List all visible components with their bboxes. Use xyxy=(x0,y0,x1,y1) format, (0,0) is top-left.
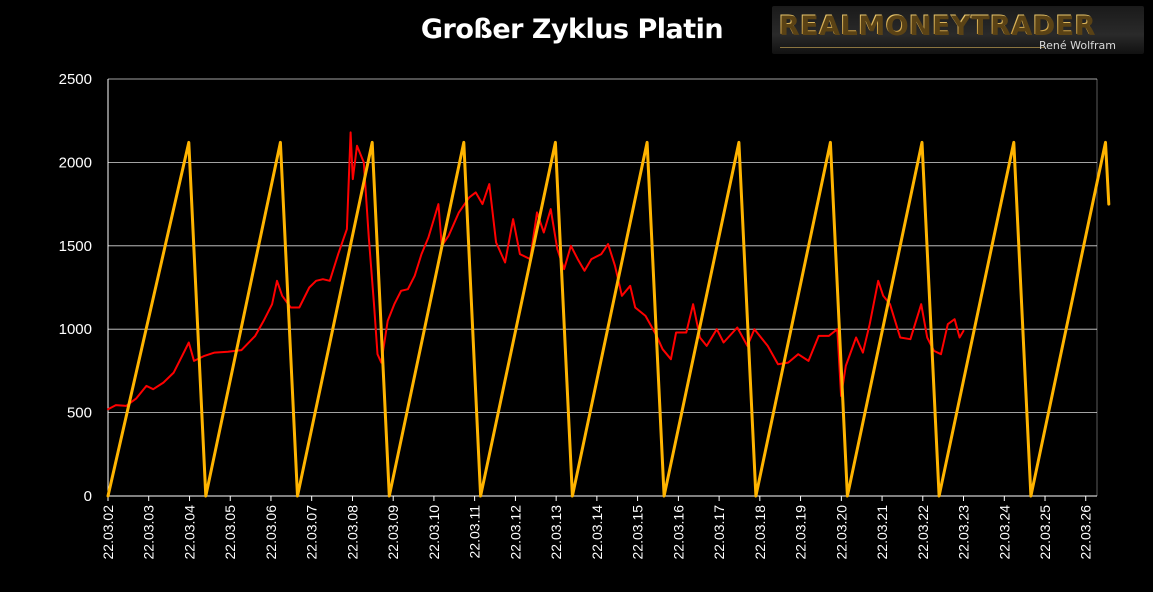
x-tick-label: 22.03.09 xyxy=(385,505,401,560)
x-tick-labels: 22.03.02 22.03.03 22.03.04 22.03.05 22.03.06… xyxy=(100,505,1094,560)
gridlines xyxy=(108,78,1097,414)
x-tick-label: 22.03.15 xyxy=(630,505,646,560)
axes xyxy=(107,79,1098,501)
y-tick-label: 0 xyxy=(84,488,92,505)
y-tick-label: 2000 xyxy=(59,154,92,171)
chart-title: Großer Zyklus Platin xyxy=(420,14,724,45)
x-tick-label: 22.03.26 xyxy=(1078,505,1094,560)
x-tick-label: 22.03.12 xyxy=(507,505,523,560)
brand-logo: REALMONEYTRADER René Wolfram xyxy=(772,6,1144,54)
x-tick-label: 22.03.22 xyxy=(915,505,931,560)
y-tick-labels: 0 500 1000 1500 2000 2500 xyxy=(59,71,92,505)
x-tick-label: 22.03.08 xyxy=(344,505,360,560)
x-tick-label: 22.03.03 xyxy=(141,505,157,560)
logo-author-text: René Wolfram xyxy=(1038,39,1116,52)
x-tick-label: 22.03.04 xyxy=(182,505,198,560)
x-tick-label: 22.03.13 xyxy=(548,505,564,560)
y-tick-label: 2500 xyxy=(59,71,92,88)
x-tick-label: 22.03.19 xyxy=(793,505,809,560)
x-tick-label: 22.03.20 xyxy=(833,505,849,560)
series-lines xyxy=(106,131,1111,498)
logo-divider xyxy=(780,47,1044,48)
x-tick-label: 22.03.24 xyxy=(996,505,1012,560)
x-tick-label: 22.03.14 xyxy=(589,505,605,560)
x-tick-label: 22.03.21 xyxy=(874,505,890,560)
x-tick-label: 22.03.25 xyxy=(1037,505,1053,560)
y-tick-label: 1500 xyxy=(59,238,92,255)
x-tick-label: 22.03.07 xyxy=(304,505,320,560)
x-tick-label: 22.03.23 xyxy=(955,505,971,560)
x-tick-label: 22.03.02 xyxy=(100,505,116,560)
price-series-line xyxy=(107,131,965,411)
x-tick-label: 22.03.06 xyxy=(263,505,279,560)
y-tick-label: 500 xyxy=(67,405,92,422)
cycle-series-line xyxy=(106,140,1111,498)
y-tick-label: 1000 xyxy=(59,321,92,338)
x-tick-label: 22.03.18 xyxy=(752,505,768,560)
x-tick-label: 22.03.10 xyxy=(426,505,442,560)
x-tick-label: 22.03.17 xyxy=(711,505,727,560)
x-tick-label: 22.03.05 xyxy=(222,505,238,560)
x-tick-label: 22.03.16 xyxy=(670,505,686,560)
x-tick-label: 22.03.11 xyxy=(467,505,483,559)
logo-brand-text: REALMONEYTRADER xyxy=(778,10,1095,41)
